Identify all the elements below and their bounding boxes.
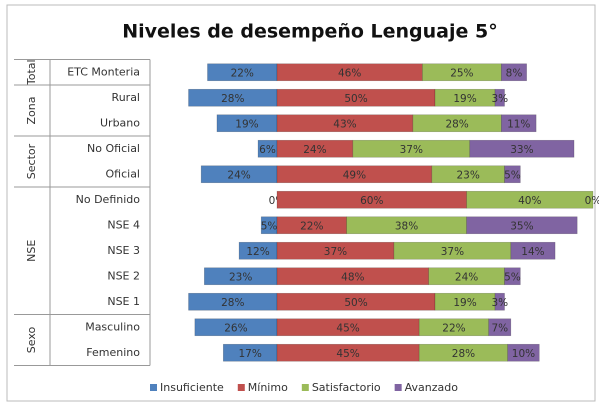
value-label: 17%: [238, 348, 261, 360]
value-label: 5%: [504, 271, 521, 283]
category-label: Urbano: [100, 116, 140, 129]
category-label: NSE 2: [107, 269, 140, 282]
value-label: 28%: [452, 348, 475, 360]
bar-segment: [510, 241, 556, 260]
value-label: 6%: [259, 144, 276, 156]
category-label: NSE 1: [107, 295, 140, 308]
value-label: 45%: [336, 348, 359, 360]
value-label: 46%: [338, 67, 361, 79]
value-label: 60%: [360, 195, 383, 207]
value-label: 22%: [300, 220, 323, 232]
value-label: 37%: [441, 246, 464, 258]
bar-segment: [494, 88, 505, 107]
bar-segment: [507, 343, 540, 362]
category-label: NSE 3: [107, 244, 140, 257]
group-label: Sexo: [25, 327, 38, 354]
value-label: 48%: [341, 271, 364, 283]
category-label: Rural: [112, 91, 140, 104]
chart-title: Niveles de desempeño Lenguaje 5°: [122, 21, 497, 43]
category-label: ETC Monteria: [67, 65, 140, 78]
group-label: Total: [25, 59, 38, 86]
bar-segment: [466, 190, 594, 209]
value-label: 3%: [491, 93, 508, 105]
value-label: 50%: [344, 93, 367, 105]
category-label: Femenino: [86, 346, 140, 359]
value-label: 10%: [512, 348, 535, 360]
value-label: 19%: [453, 297, 476, 309]
value-label: 28%: [221, 93, 244, 105]
legend-label: Satisfactorio: [312, 381, 381, 394]
value-label: 0%: [585, 195, 599, 207]
value-label: 19%: [235, 118, 258, 130]
value-label: 8%: [506, 67, 523, 79]
category-label: No Definido: [76, 193, 141, 206]
bar-segment: [346, 216, 467, 235]
value-label: 23%: [229, 271, 252, 283]
legend-swatch: [150, 384, 157, 391]
value-label: 37%: [400, 144, 423, 156]
bar-segment: [504, 267, 521, 286]
legend-label: Avanzado: [405, 381, 459, 394]
bar-segment: [488, 318, 512, 337]
value-label: 14%: [521, 246, 544, 258]
category-label: No Oficial: [87, 142, 140, 155]
bar-segment: [469, 139, 575, 158]
value-label: 5%: [504, 169, 521, 181]
legend-swatch: [394, 384, 402, 391]
value-label: 49%: [343, 169, 366, 181]
value-label: 38%: [395, 220, 418, 232]
legend-label: Mínimo: [248, 381, 288, 394]
value-label: 26%: [224, 322, 247, 334]
group-label: NSE: [25, 240, 38, 262]
value-label: 28%: [445, 118, 468, 130]
legend-swatch: [237, 384, 245, 391]
value-label: 12%: [246, 246, 269, 258]
value-label: 25%: [450, 67, 473, 79]
value-label: 28%: [221, 297, 244, 309]
value-label: 22%: [442, 322, 465, 334]
bar-segment: [504, 165, 521, 184]
value-label: 24%: [455, 271, 478, 283]
category-label: Oficial: [106, 167, 141, 180]
value-label: 23%: [457, 169, 480, 181]
category-label: NSE 4: [107, 218, 140, 231]
value-label: 24%: [303, 144, 326, 156]
value-label: 5%: [261, 220, 278, 232]
value-label: 33%: [510, 144, 533, 156]
value-label: 50%: [344, 297, 367, 309]
value-label: 45%: [336, 322, 359, 334]
legend-swatch: [301, 384, 309, 391]
legend-label: Insuficiente: [160, 381, 224, 394]
value-label: 24%: [227, 169, 250, 181]
bar-segment: [466, 216, 578, 235]
bar-segment: [494, 292, 505, 311]
bar-segment: [501, 63, 527, 82]
value-label: 35%: [510, 220, 533, 232]
value-label: 22%: [231, 67, 254, 79]
chart-frame: [6, 4, 596, 402]
value-label: 7%: [491, 322, 508, 334]
bar-segment: [276, 241, 395, 260]
value-label: 40%: [518, 195, 541, 207]
value-label: 3%: [491, 297, 508, 309]
group-label: Zona: [25, 97, 38, 125]
value-label: 37%: [324, 246, 347, 258]
category-label: Masculino: [85, 320, 140, 333]
value-label: 43%: [333, 118, 356, 130]
bar-segment: [501, 114, 537, 133]
group-label: Sector: [25, 143, 38, 179]
value-label: 19%: [453, 93, 476, 105]
value-label: 11%: [507, 118, 530, 130]
